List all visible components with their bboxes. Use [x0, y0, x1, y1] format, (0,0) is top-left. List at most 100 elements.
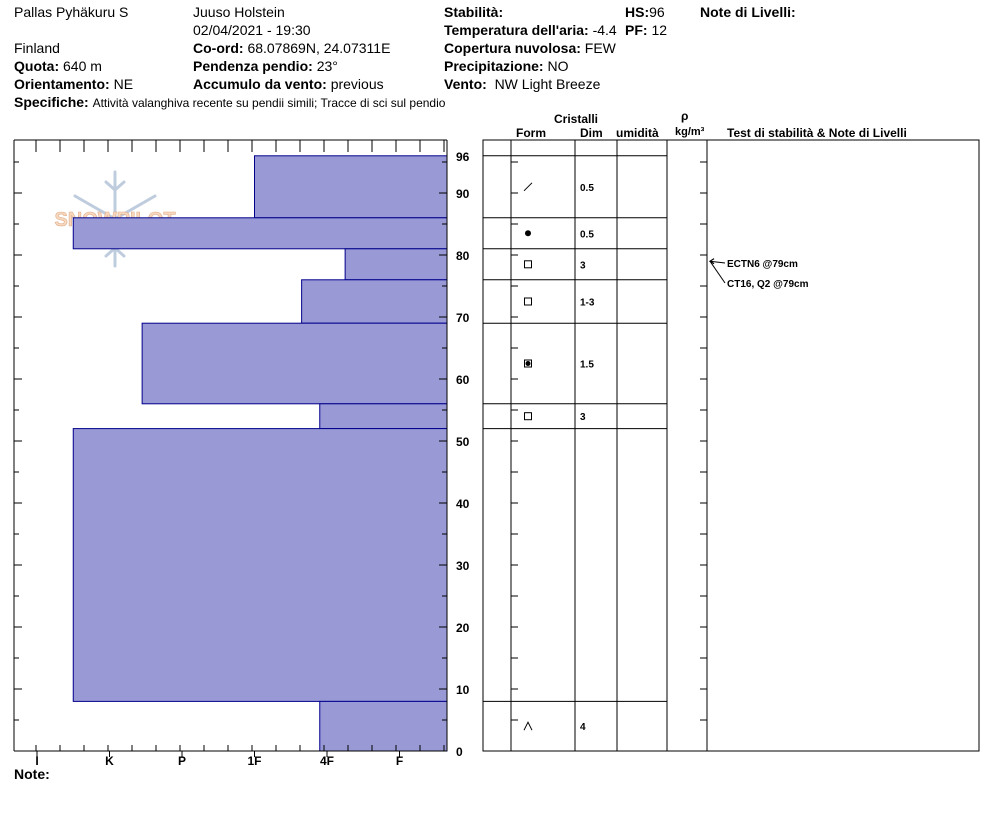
aspect-value: NE	[113, 76, 134, 92]
cloud-value: FEW	[584, 40, 616, 56]
observation-datetime: 02/04/2021 - 19:30	[193, 22, 311, 38]
layer-notes-label: Note di Livelli:	[700, 4, 796, 20]
elevation-value: 640 m	[63, 58, 102, 74]
air-temp-label: Temperatura dell'aria:	[444, 22, 589, 38]
depth-tick-label: 80	[456, 249, 470, 263]
wind-value: NW Light Breeze	[494, 76, 601, 92]
notes-label: Note:	[14, 766, 50, 782]
rounding-faceted-symbol	[524, 359, 532, 368]
hardness-bar	[301, 279, 448, 324]
observer-name: Juuso Holstein	[193, 4, 285, 20]
location-name: Pallas Pyhäkuru S	[14, 4, 129, 20]
form-header: Form	[516, 126, 546, 140]
depth-tick-label: 90	[456, 187, 470, 201]
hs-value: 96	[649, 4, 665, 20]
crystals-header: Cristalli	[554, 112, 599, 126]
stability-test-label: CT16, Q2 @79cm	[727, 279, 809, 290]
depth-tick-label: 50	[456, 435, 470, 449]
country: Finland	[14, 40, 60, 56]
grain-size-label: 3	[580, 260, 586, 271]
slope-row: Pendenza pendio: 23°	[193, 58, 338, 74]
faceted-symbol	[524, 297, 532, 306]
elevation-label: Quota:	[14, 58, 60, 74]
grain-size-label: 1.5	[580, 360, 594, 371]
density-unit-header: kg/m³	[675, 126, 705, 138]
grain-size-label: 0.5	[580, 229, 594, 240]
pf-label: PF:	[625, 22, 648, 38]
chart-axes: 0 10 20 30 40 50 60 70 80 90 96 I K P 1F 4F F	[13, 139, 470, 768]
depth-tick-label: 60	[456, 373, 470, 387]
stability-test-label: ECTN6 @79cm	[727, 259, 798, 270]
coord-value: 68.07869N, 24.07311E	[247, 40, 391, 56]
decomposing-symbol	[523, 182, 533, 192]
hardness-bar	[319, 700, 448, 752]
hs-row: HS:96	[625, 4, 665, 20]
depth-tick-label: 0	[456, 745, 463, 759]
wind-loading-value: previous	[330, 76, 384, 92]
grain-size-label: 1-3	[580, 298, 595, 309]
air-temp-value: -4.4	[592, 22, 617, 38]
hardness-tick-label: 1F	[247, 754, 261, 768]
hardness-bar	[72, 428, 448, 702]
rounding-faceted-dot	[525, 361, 531, 366]
coord-row: Co-ord: 68.07869N, 24.07311E	[193, 40, 390, 56]
table-frame	[482, 139, 980, 752]
precip-row: Precipitazione: NO	[444, 58, 568, 74]
precip-value: NO	[547, 58, 569, 74]
hardness-tick-label: P	[178, 754, 186, 768]
hardness-tick-label: 4F	[320, 754, 334, 768]
hardness-profile	[72, 155, 448, 752]
hardness-tick-label: F	[396, 754, 403, 768]
elevation-row: Quota: 640 m	[14, 58, 102, 74]
wind-label: Vento:	[444, 76, 487, 92]
moisture-header: umidità	[616, 126, 659, 140]
hardness-bar	[141, 322, 448, 405]
hardness-bar	[72, 217, 448, 250]
pf-row: PF: 12	[625, 22, 667, 38]
depth-tick-label: 40	[456, 497, 470, 511]
faceted-symbol	[524, 412, 532, 421]
cloud-row: Copertura nuvolosa: FEW	[444, 40, 616, 56]
test-arrow-head	[709, 258, 715, 265]
precip-label: Precipitazione:	[444, 58, 544, 74]
depth-tick-label: 96	[456, 150, 470, 164]
hardness-bar	[319, 403, 448, 430]
hs-label: HS:	[625, 4, 650, 20]
specifics-row: Specifiche: Attività valanghiva recente …	[14, 94, 445, 111]
hardness-bar	[254, 155, 448, 219]
rho-header: ρ	[681, 109, 689, 123]
layer-table: 0.5 0.5 3 1-3 1.5 3 4 ECTN6 @79cm CT16, Q2 @79cm	[482, 139, 980, 752]
hardness-bar	[344, 248, 448, 281]
rounded-grain-symbol	[525, 230, 531, 237]
depth-tick-label: 30	[456, 559, 470, 573]
coord-label: Co-ord:	[193, 40, 244, 56]
depth-tick-label: 10	[456, 683, 470, 697]
slope-label: Pendenza pendio:	[193, 58, 313, 74]
specifics-value: Attività valanghiva recente su pendii si…	[92, 96, 446, 110]
air-temp-row: Temperatura dell'aria: -4.4	[444, 22, 617, 38]
depth-tick-label: 20	[456, 621, 470, 635]
hardness-tick-label: K	[105, 754, 114, 768]
test-leader-line	[709, 260, 726, 284]
aspect-label: Orientamento:	[14, 76, 110, 92]
hardness-tick-label: I	[35, 754, 38, 768]
grain-size-label: 3	[580, 412, 586, 423]
size-header: Dim	[580, 126, 603, 140]
grain-size-label: 0.5	[580, 183, 594, 194]
stability-tests-header: Test di stabilità & Note di Livelli	[727, 126, 907, 140]
aspect-row: Orientamento: NE	[14, 76, 133, 92]
pf-value: 12	[651, 22, 668, 38]
slope-value: 23°	[316, 58, 338, 74]
specifics-label: Specifiche:	[14, 94, 89, 110]
stability-label: Stabilità:	[444, 4, 504, 20]
test-leader-line	[709, 260, 726, 264]
wind-row: Vento: NW Light Breeze	[444, 76, 600, 92]
faceted-symbol	[524, 260, 532, 269]
wind-loading-row: Accumulo da vento: previous	[193, 76, 384, 92]
wind-loading-label: Accumulo da vento:	[193, 76, 327, 92]
grain-size-label: 4	[580, 722, 586, 733]
cloud-label: Copertura nuvolosa:	[444, 40, 581, 56]
depth-hoar-symbol	[523, 721, 533, 731]
depth-tick-label: 70	[456, 311, 470, 325]
